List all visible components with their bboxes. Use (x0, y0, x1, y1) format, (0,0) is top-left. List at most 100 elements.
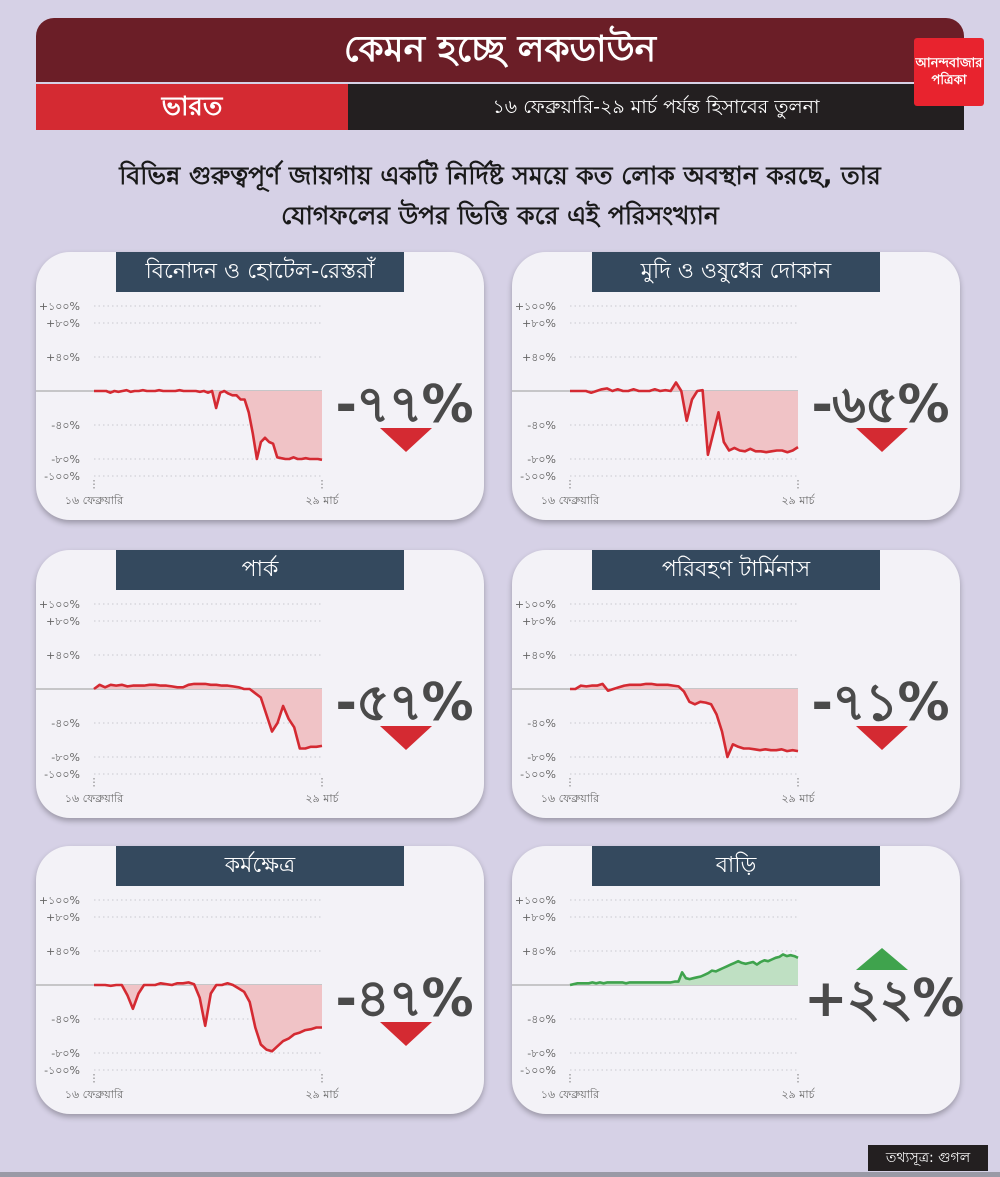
publisher-logo: আনন্দবাজার পত্রিকা (914, 38, 984, 106)
chart-panel-transit: পরিবহণ টার্মিনাস +১০০% +৮০% +৪০% -৪০% -৮০% -১… (512, 550, 960, 818)
y-tick-label: -৮০% (51, 751, 80, 764)
title-bar (36, 18, 964, 82)
series-line (93, 682, 323, 750)
y-tick-label: -৮০% (51, 1047, 80, 1060)
chart-title: বাড়ি (592, 846, 880, 886)
y-tick-label: -৪০% (51, 717, 80, 730)
series-line (570, 682, 799, 759)
chart-panel-grocery-pharmacy: মুদি ও ওষুধের দোকান +১০০% +৮০% +৪০% -৪০% -৮০… (512, 252, 960, 520)
logo-line-1: আনন্দবাজার (915, 56, 983, 71)
series-area (570, 683, 798, 757)
series-line (569, 953, 799, 987)
y-tick-label: -৮০% (527, 1047, 556, 1060)
line-chart: +১০০% +৮০% +৪০% -৪০% -৮০% -১০০% ১৬ ফেব্রুয়ারি… (36, 598, 432, 805)
region-box (36, 84, 348, 130)
x-tick-label: ২৯ মার্চ (305, 494, 339, 507)
x-tick-label: ২৯ মার্চ (781, 494, 815, 507)
y-tick-label: +১০০% (515, 894, 556, 907)
chart-title: পরিবহণ টার্মিনাস (592, 550, 880, 590)
y-tick-label: +৪০% (522, 945, 556, 958)
series-line (94, 388, 323, 462)
y-tick-label: -৮০% (527, 453, 556, 466)
series-area (94, 390, 322, 460)
y-tick-label: -১০০% (44, 1064, 80, 1077)
chart-title: বিনোদন ও হোটেল-রেস্তরাঁ (116, 252, 404, 292)
y-tick-label: -৮০% (527, 751, 556, 764)
y-tick-label: +১০০% (515, 598, 556, 611)
series-area (570, 382, 798, 455)
down-arrow-icon (380, 1022, 432, 1046)
y-tick-label: -১০০% (520, 1064, 556, 1077)
y-tick-label: +৪০% (522, 351, 556, 364)
subtitle: বিভিন্ন গুরুত্বপূর্ণ জায়গায় একটি নির্দ… (40, 156, 960, 236)
y-tick-label: +১০০% (515, 300, 556, 313)
change-value: -৪৭% (335, 969, 473, 1029)
y-tick-label: +৮০% (46, 911, 80, 924)
y-tick-label: -১০০% (520, 470, 556, 483)
chart-title: পার্ক (116, 550, 404, 590)
period-box (348, 84, 964, 130)
x-tick-label: ১৬ ফেব্রুয়ারি (541, 1088, 600, 1101)
chart-panel-residential: বাড়ি +১০০% +৮০% +৪০% -৪০% -৮০% -১০০% ১৬ ফেব্র… (512, 846, 964, 1114)
change-value: -৬৫% (811, 375, 949, 435)
series-area (94, 683, 322, 749)
line-chart: +১০০% +৮০% +৪০% -৪০% -৮০% -১০০% ১৬ ফেব্রুয়ারি… (36, 894, 432, 1101)
down-arrow-icon (856, 726, 908, 750)
y-tick-label: +৮০% (46, 615, 80, 628)
y-tick-label: -৪০% (51, 1013, 80, 1026)
down-arrow-icon (380, 726, 432, 750)
change-value: -৭৭% (335, 375, 473, 435)
y-tick-label: -৪০% (51, 419, 80, 432)
logo-line-2: পত্রিকা (931, 73, 967, 88)
x-tick-label: ১৬ ফেব্রুয়ারি (65, 1088, 124, 1101)
y-tick-label: +৮০% (46, 317, 80, 330)
x-tick-label: ২৯ মার্চ (781, 1088, 815, 1101)
chart-panel-recreation: বিনোদন ও হোটেল-রেস্তরাঁ +১০০% +৮০% +৪০% -৪০… (36, 252, 484, 520)
chart-title: মুদি ও ওষুধের দোকান (592, 252, 880, 292)
y-tick-label: +১০০% (39, 598, 80, 611)
period-label: ১৬ ফেব্রুয়ারি-২৯ মার্চ পর্যন্ত হিসাবের … (492, 96, 820, 118)
y-tick-label: +১০০% (39, 894, 80, 907)
change-value: -৭১% (811, 673, 949, 733)
chart-panel-parks: পার্ক +১০০% +৮০% +৪০% -৪০% -৮০% -১০০% ১৬ ফেব্র… (36, 550, 484, 818)
y-tick-label: -৮০% (51, 453, 80, 466)
y-tick-label: -৪০% (527, 717, 556, 730)
up-arrow-icon (856, 948, 908, 970)
source-note: তথ্যসূত্র: গুগল (868, 1145, 988, 1171)
line-chart: +১০০% +৮০% +৪০% -৪০% -৮০% -১০০% ১৬ ফেব্রুয়ারি… (512, 300, 908, 507)
change-value: -৫৭% (335, 673, 473, 733)
y-tick-label: +১০০% (39, 300, 80, 313)
y-tick-label: +৪০% (46, 649, 80, 662)
line-chart: +১০০% +৮০% +৪০% -৪০% -৮০% -১০০% ১৬ ফেব্রুয়ারি… (512, 894, 908, 1101)
y-tick-label: -১০০% (520, 768, 556, 781)
down-arrow-icon (856, 428, 908, 452)
x-tick-label: ১৬ ফেব্রুয়ারি (65, 792, 124, 805)
chart-panel-workplaces: কর্মক্ষেত্র +১০০% +৮০% +৪০% -৪০% -৮০% -১০০% ১৬… (36, 846, 484, 1114)
x-tick-label: ১৬ ফেব্রুয়ারি (65, 494, 124, 507)
x-tick-label: ২৯ মার্চ (305, 792, 339, 805)
y-tick-label: +৪০% (46, 351, 80, 364)
series-area (94, 982, 322, 1052)
y-tick-label: +৮০% (522, 615, 556, 628)
y-tick-label: +৮০% (522, 317, 556, 330)
line-chart: +১০০% +৮০% +৪০% -৪০% -৮০% -১০০% ১৬ ফেব্রুয়ারি… (36, 300, 432, 507)
change-value: +২২% (804, 969, 964, 1029)
subtitle-line-2: যোগফলের উপর ভিত্তি করে এই পরিসংখ্যান (281, 201, 719, 230)
series-line (94, 981, 322, 1053)
bottom-rule (0, 1172, 1000, 1177)
x-tick-label: ১৬ ফেব্রুয়ারি (541, 494, 600, 507)
y-tick-label: -৪০% (527, 419, 556, 432)
y-tick-label: +৪০% (46, 945, 80, 958)
x-tick-label: ১৬ ফেব্রুয়ারি (541, 792, 600, 805)
main-title: কেমন হচ্ছে লকডাউন (343, 29, 657, 70)
y-tick-label: +৮০% (522, 911, 556, 924)
y-tick-label: -৪০% (527, 1013, 556, 1026)
series-line (570, 381, 799, 457)
chart-title: কর্মক্ষেত্র (116, 846, 404, 886)
line-chart: +১০০% +৮০% +৪০% -৪০% -৮০% -১০০% ১৬ ফেব্রুয়ারি… (512, 598, 908, 805)
y-tick-label: +৪০% (522, 649, 556, 662)
series-area (570, 954, 798, 985)
y-tick-label: -১০০% (44, 470, 80, 483)
x-tick-label: ২৯ মার্চ (305, 1088, 339, 1101)
region-label: ভারত (161, 92, 223, 122)
